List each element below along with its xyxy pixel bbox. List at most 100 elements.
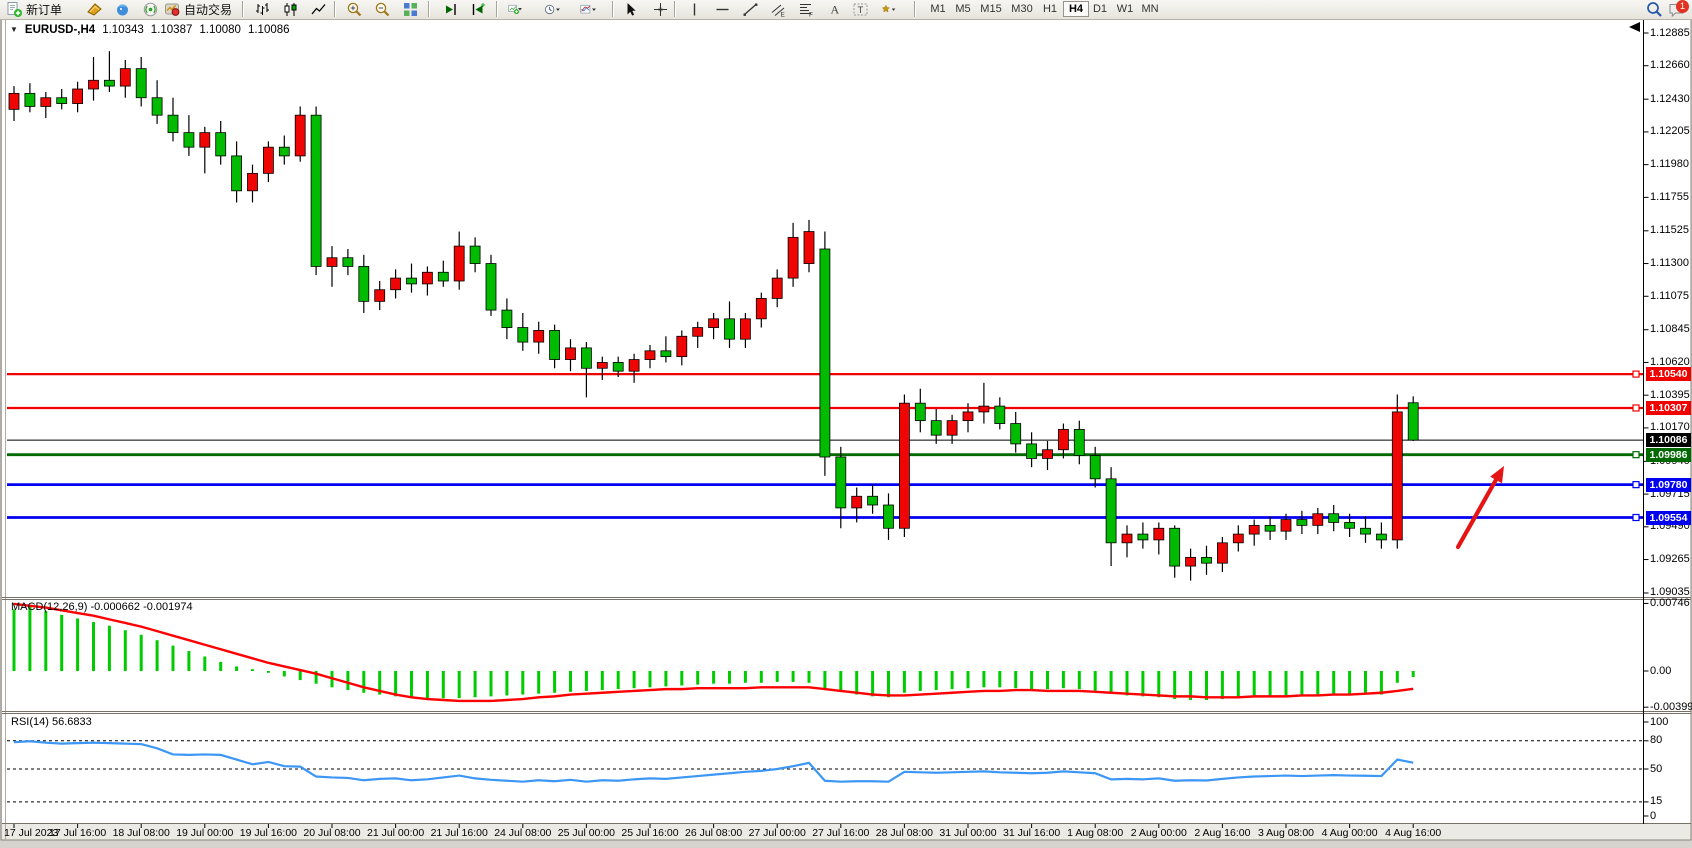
arrows-dropdown-button-button[interactable] [878,1,908,18]
rsi-axis-label: 80 [1650,734,1663,747]
community-button[interactable] [112,1,133,18]
macd-histogram-bar [664,671,668,687]
timeframe-button-M5[interactable]: M5 [955,3,971,15]
new-order-button[interactable]: 新订单 [4,1,64,18]
macd-histogram-bar [1157,671,1161,698]
fibonacci-icon: F [798,1,815,18]
price-axis-label: 1.12660 [1650,59,1690,72]
macd-histogram-bar [187,651,191,671]
time-axis-label: 1 Aug 08:00 [1067,827,1124,839]
candle-body [40,97,52,107]
rsi-axis-label: 0 [1650,809,1657,822]
vertical-line-button[interactable] [684,1,705,18]
toolbar-separator [242,1,244,17]
metaeditor-button[interactable] [84,1,105,18]
timeframe-button-M15[interactable]: M15 [980,3,1002,15]
ohlc-high: 1.10387 [150,23,193,36]
zoom-in-button[interactable] [344,1,365,18]
macd-histogram-bar [934,671,938,691]
toolbar-separator [496,1,498,17]
autotrading-button[interactable]: 自动交易 [162,1,234,18]
line-handle-marker[interactable] [1632,404,1640,412]
candlestick-button[interactable] [280,1,301,18]
periodicity-dropdown-button-button[interactable] [542,1,572,18]
line-chart-button[interactable] [308,1,329,18]
candle-body [8,92,20,110]
macd-histogram-bar [632,671,636,689]
candle-body [437,271,449,282]
signals-button[interactable] [140,1,161,18]
candle-body [485,263,497,311]
signals-icon [142,1,159,18]
horizontal-line-button[interactable] [712,1,733,18]
candle-body [1376,533,1387,541]
equidistant-channel-button[interactable]: E [768,1,789,18]
macd-histogram-bar [855,671,859,695]
candle-body [1137,533,1149,541]
indicators-dropdown-button-button[interactable] [578,1,608,18]
macd-histogram-bar [155,640,159,671]
arrows-dropdown-icon [880,1,906,18]
price-axis-label: 1.10395 [1650,388,1690,401]
candle-body [1312,513,1324,526]
svg-text:A: A [831,3,840,17]
timeframe-button-MN[interactable]: MN [1141,3,1159,15]
price-axis-label: 1.11980 [1650,158,1689,171]
candle-body [104,79,115,87]
candle-body [533,330,545,343]
line-handle-marker[interactable] [1632,370,1640,378]
macd-histogram-bar [680,671,684,686]
candle-body [755,298,767,320]
annotation-arrow-shaft[interactable] [1455,475,1500,550]
bar-chart-button[interactable] [252,1,273,18]
new-chart-dropdown-button-button[interactable] [506,1,536,18]
rsi-axis-label: 100 [1650,715,1669,728]
candle-body [453,245,465,282]
text-button[interactable]: A [824,1,845,18]
chart-symbol-timeframe: EURUSD-,H4 [24,23,96,36]
timeframe-button-H1[interactable]: H1 [1042,3,1058,15]
line-handle-marker[interactable] [1632,513,1640,522]
auto-scroll-button[interactable] [468,1,489,18]
tile-windows-button[interactable] [400,1,421,18]
macd-histogram-bar [775,671,779,682]
macd-histogram-bar [489,671,493,697]
macd-histogram-bar [1125,671,1129,696]
price-axis-label: 1.12205 [1650,125,1690,138]
community-icon [114,1,131,18]
timeframe-button-D1[interactable]: D1 [1092,3,1108,15]
new-order-icon [6,1,23,18]
timeframe-button-M1[interactable]: M1 [930,3,946,15]
collapse-chart-icon[interactable]: ▼ [10,25,18,34]
scroll-to-end-button[interactable] [440,1,461,18]
vertical-line-icon [686,1,703,18]
macd-histogram-bar [12,609,16,671]
candle-body [565,347,576,360]
line-handle-marker[interactable] [1632,481,1640,489]
macd-histogram-bar [1093,671,1097,691]
candle-body [1344,522,1355,529]
candle-body [819,248,831,458]
timeframe-button-H4[interactable]: H4 [1063,1,1089,17]
candle-body [581,347,592,369]
timeframe-button-W1[interactable]: W1 [1116,3,1134,15]
text-label-button[interactable]: T [850,1,871,18]
macd-histogram-bar [92,622,95,671]
timeframe-button-M30[interactable]: M30 [1011,3,1033,15]
macd-axis-label: 0.00746 [1650,596,1690,609]
candle-body [676,335,688,358]
crosshair-button[interactable] [650,1,671,18]
candle-body [1042,449,1053,459]
zoom-out-button[interactable] [372,1,393,18]
cursor-button[interactable] [620,1,641,18]
scroll-to-end-icon [442,1,459,18]
candle-body [1010,423,1022,445]
annotation-arrow-head[interactable] [1490,466,1504,484]
search-button[interactable] [1644,1,1665,18]
macd-histogram-bar [44,611,48,671]
fibonacci-button[interactable]: F [796,1,817,18]
time-axis-label: 19 Jul 00:00 [176,827,234,839]
line-handle-marker[interactable] [1632,451,1640,459]
trendline-button[interactable] [740,1,761,18]
